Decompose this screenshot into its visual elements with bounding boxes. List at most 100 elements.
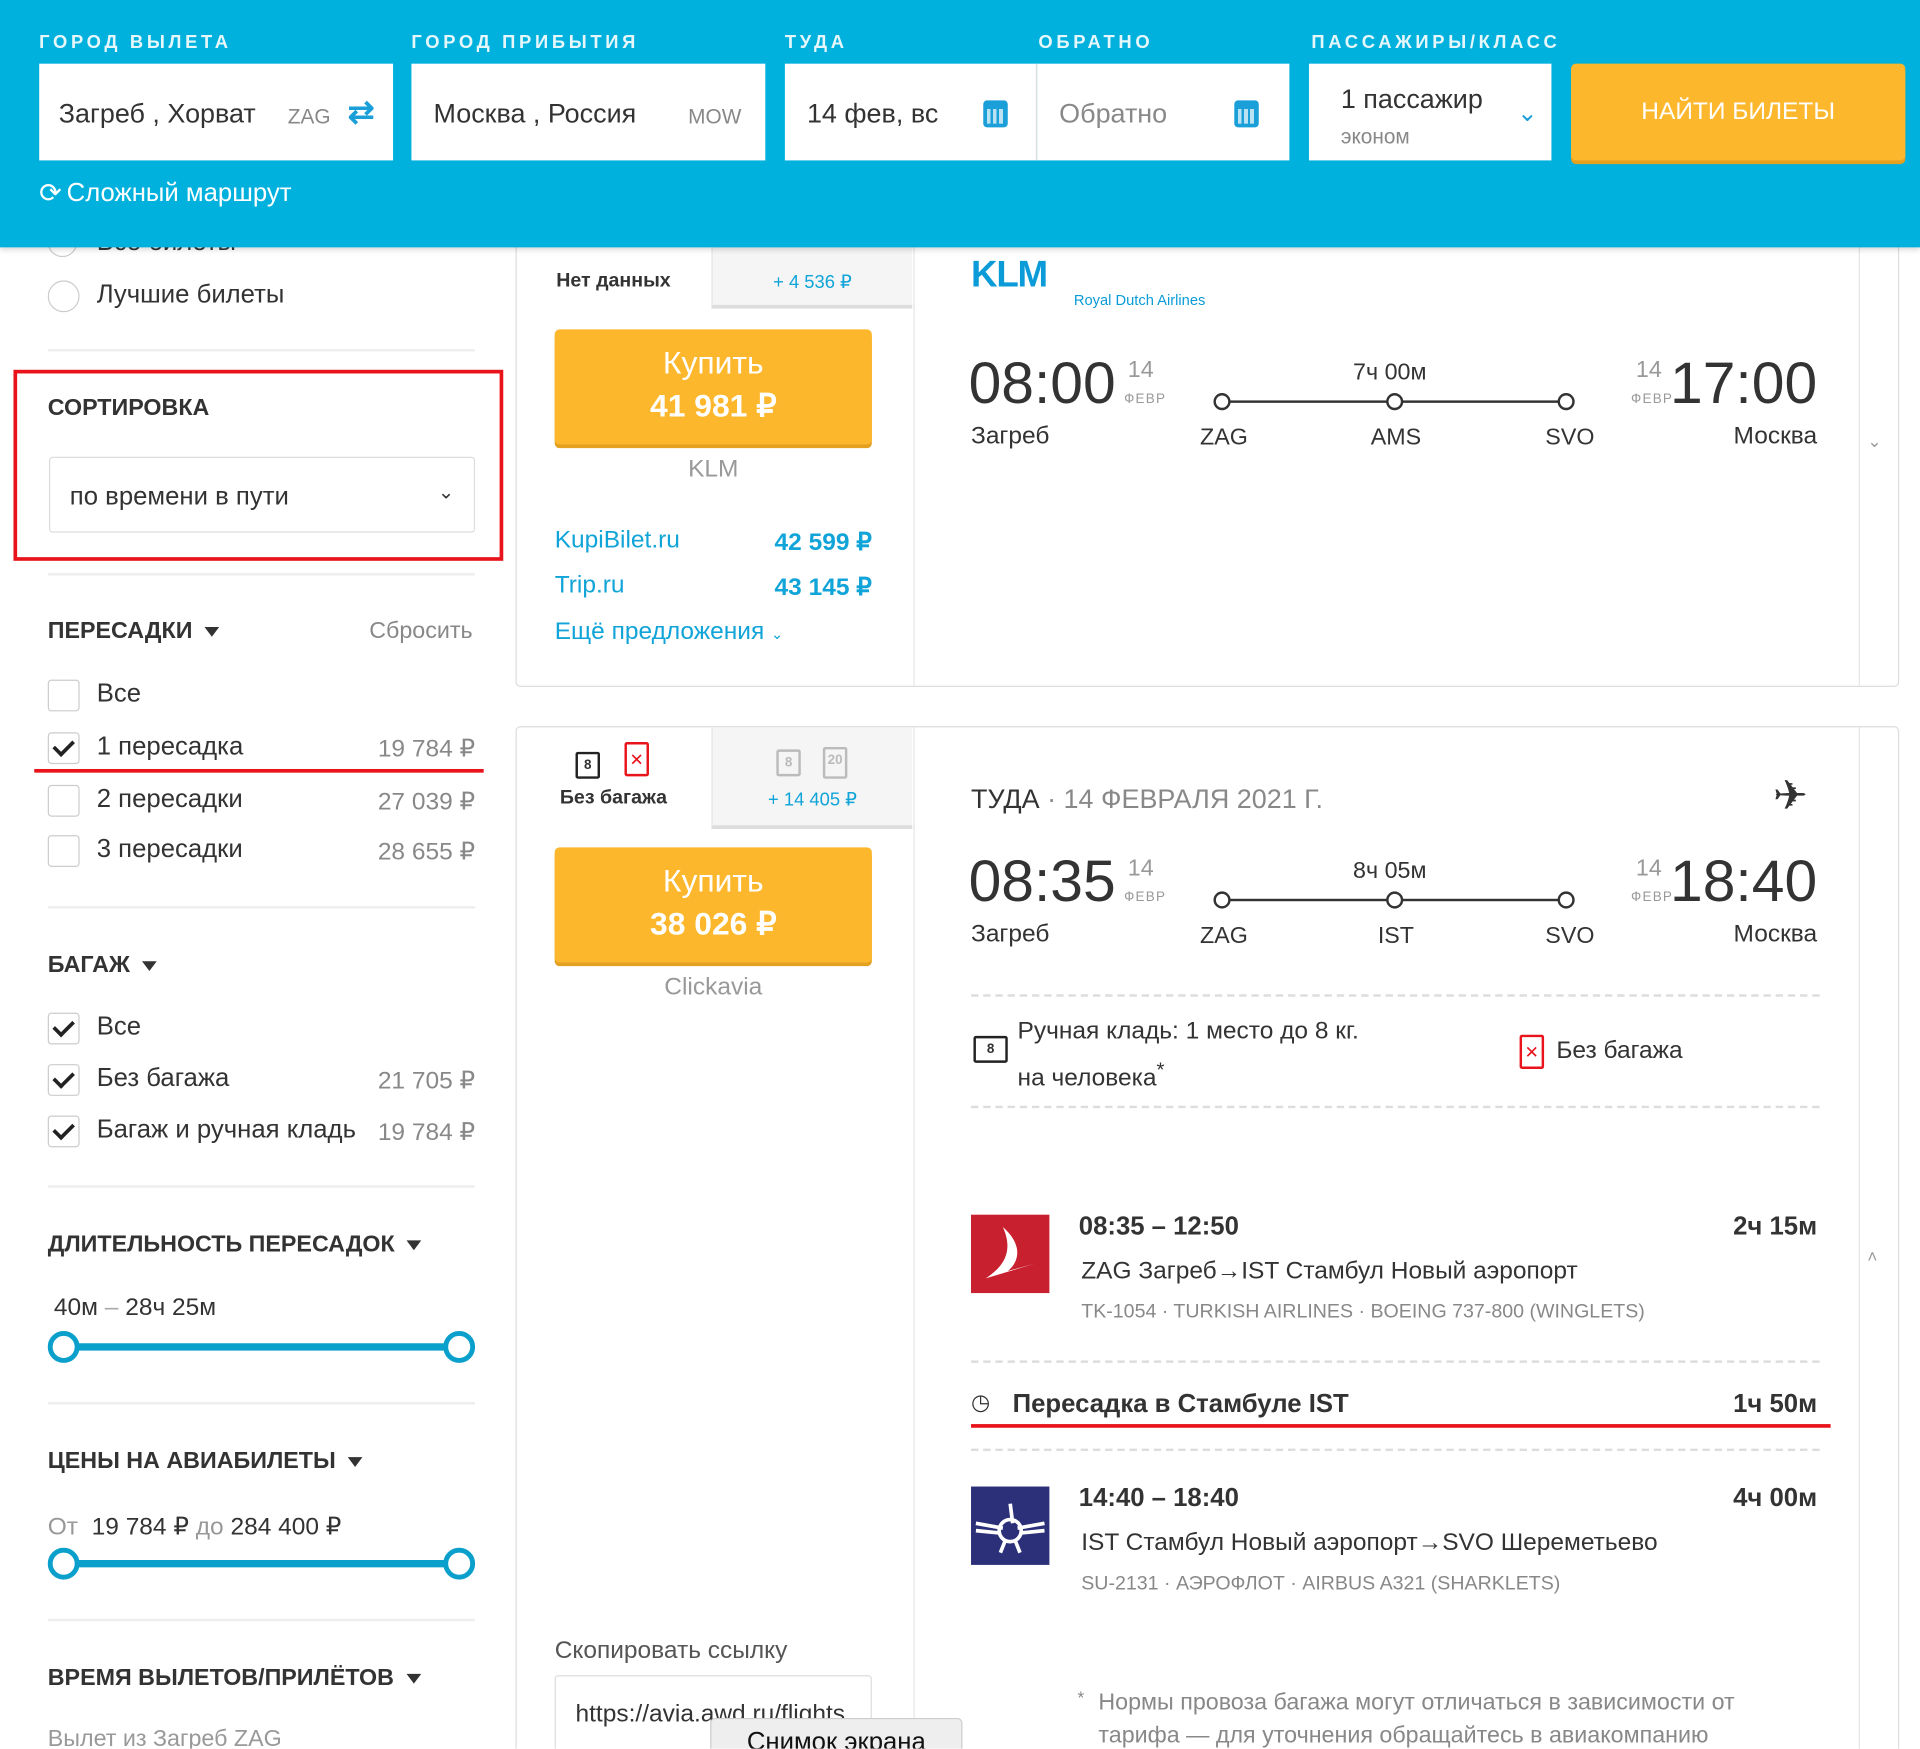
- stops-title[interactable]: ПЕРЕСАДКИ: [48, 618, 220, 645]
- no-baggage-icon: ✕: [1519, 1034, 1545, 1069]
- price-from: 19 784 ₽: [91, 1513, 189, 1541]
- complex-route-link[interactable]: ⟳ Сложный маршрут: [39, 178, 291, 210]
- departure-city: Загреб: [971, 422, 1050, 450]
- divider: [1858, 727, 1861, 1749]
- from-label: ГОРОД ВЫЛЕТА: [39, 31, 232, 53]
- slider-handle-min[interactable]: [47, 1331, 80, 1363]
- divider: [971, 1448, 1820, 1452]
- depart-date-field[interactable]: 14 фев, вс: [784, 63, 1038, 161]
- slider-handle-min[interactable]: [47, 1547, 80, 1580]
- depart-label: ТУДА: [784, 31, 848, 53]
- times-title[interactable]: ВРЕМЯ ВЫЛЕТОВ/ПРИЛЁТОВ: [48, 1665, 421, 1692]
- departure-month: ФЕВР: [1124, 391, 1167, 407]
- class-value: эконом: [1340, 124, 1410, 149]
- layover-slider[interactable]: [47, 1331, 476, 1363]
- departure-time: 08:00: [968, 351, 1116, 417]
- route-icon: ⟳: [39, 177, 62, 209]
- price-slider[interactable]: [47, 1547, 476, 1580]
- departure-month: ФЕВР: [1124, 890, 1167, 905]
- swap-icon[interactable]: ⇄: [347, 93, 375, 130]
- from-value: Загреб , Хорват: [58, 97, 256, 129]
- buy-label: Купить: [662, 344, 764, 381]
- offer-agency[interactable]: KupiBilet.ru: [554, 526, 680, 554]
- arrival-time: 17:00: [1670, 351, 1818, 417]
- checkbox[interactable]: [47, 835, 80, 867]
- prices-title[interactable]: ЦЕНЫ НА АВИАБИЛЕТЫ: [48, 1449, 363, 1476]
- baggage-icon: 20: [822, 746, 848, 779]
- departure-day: 14: [1127, 855, 1154, 882]
- segment-times: 14:40 – 18:40: [1078, 1484, 1239, 1513]
- copy-link-label: Скопировать ссылку: [554, 1637, 788, 1665]
- divider: [47, 348, 476, 352]
- price-from-label: От: [47, 1513, 79, 1541]
- direction-heading: ТУДА · 14 ФЕВРАЛЯ 2021 Г.: [971, 784, 1323, 816]
- airplane-icon: ✈: [1773, 772, 1808, 820]
- seller-name: Clickavia: [664, 973, 763, 1001]
- complex-route-label: Сложный маршрут: [66, 178, 292, 207]
- aeroflot-logo: [971, 1486, 1050, 1565]
- expand-chevron-icon[interactable]: ⌄: [1867, 431, 1882, 451]
- asterisk: *: [1156, 1057, 1165, 1082]
- offer-price[interactable]: 43 145 ₽: [774, 574, 872, 602]
- stop-dot: [1213, 891, 1231, 909]
- return-date-field[interactable]: Обратно: [1037, 63, 1290, 161]
- buy-button[interactable]: Купить 38 026 ₽: [554, 847, 872, 963]
- segment-route: ZAG Загреб→IST Стамбул Новый аэропорт: [1081, 1257, 1578, 1285]
- hand-luggage-text: Ручная кладь: 1 место до 8 кг.: [1017, 1017, 1359, 1045]
- route-line: [1213, 891, 1575, 909]
- filter-price: 21 705 ₽: [377, 1067, 476, 1095]
- tab-no-data[interactable]: Нет данных: [556, 270, 671, 292]
- divider: [971, 994, 1820, 997]
- sort-highlight: [13, 369, 504, 561]
- from-field[interactable]: Загреб , Хорват ZAG ⇄: [39, 63, 394, 161]
- buy-button[interactable]: Купить 41 981 ₽: [554, 329, 872, 445]
- calendar-icon[interactable]: [1234, 100, 1259, 128]
- offer-price[interactable]: 42 599 ₽: [774, 528, 872, 556]
- divider: [47, 906, 476, 909]
- prices-title-text: ЦЕНЫ НА АВИАБИЛЕТЫ: [47, 1448, 336, 1475]
- buy-price: 41 981 ₽: [650, 386, 777, 424]
- offer-agency[interactable]: Trip.ru: [554, 571, 625, 599]
- stops-reset-link[interactable]: Сбросить: [369, 618, 473, 645]
- to-field[interactable]: Москва , Россия MOW: [411, 63, 766, 161]
- calendar-icon[interactable]: [983, 100, 1008, 128]
- checkbox[interactable]: [47, 679, 80, 712]
- more-offers-link[interactable]: Ещё предложения ⌄: [555, 618, 784, 646]
- baggage-title[interactable]: БАГАЖ: [48, 953, 157, 980]
- to-value: Москва , Россия: [433, 97, 637, 129]
- route-line: [1213, 393, 1575, 411]
- stop-dot: [1386, 891, 1404, 909]
- passengers-class-select[interactable]: 1 пассажир эконом ⌄: [1308, 63, 1552, 161]
- tab-extra-price: + 4 536 ₽: [773, 271, 852, 293]
- collapse-chevron-icon[interactable]: ˄: [1867, 1246, 1878, 1267]
- checkbox[interactable]: [47, 732, 80, 765]
- layover-text: Пересадка в Стамбуле IST: [1012, 1389, 1349, 1418]
- airport-code: ZAG: [1200, 923, 1248, 949]
- slider-handle-max[interactable]: [443, 1331, 476, 1363]
- checkbox[interactable]: [47, 1012, 80, 1045]
- divider: [47, 573, 476, 576]
- more-offers-label: Ещё предложения: [554, 618, 765, 646]
- tab-no-baggage[interactable]: Без багажа: [559, 787, 668, 809]
- radio-best-tickets[interactable]: [47, 280, 80, 313]
- search-button[interactable]: НАЙТИ БИЛЕТЫ: [1571, 63, 1906, 161]
- sort-select[interactable]: по времени в пути ⌄: [48, 456, 476, 533]
- checkbox-label: Багаж и ручная кладь: [96, 1115, 356, 1144]
- hand-luggage-icon: 8: [776, 749, 801, 777]
- airport-code: AMS: [1370, 424, 1422, 451]
- layover-title[interactable]: ДЛИТЕЛЬНОСТЬ ПЕРЕСАДОК: [48, 1232, 422, 1259]
- buy-label: Купить: [662, 862, 764, 899]
- airport-code: SVO: [1545, 424, 1595, 451]
- caret-down-icon: [204, 626, 220, 637]
- airport-code: SVO: [1545, 923, 1595, 949]
- checkbox[interactable]: [47, 1064, 80, 1096]
- checkbox[interactable]: [47, 784, 80, 817]
- divider: [47, 1185, 476, 1188]
- passengers-value: 1 пассажир: [1340, 83, 1483, 114]
- slider-handle-max[interactable]: [443, 1547, 476, 1580]
- times-departure-label: Вылет из Загреб ZAG: [47, 1726, 282, 1749]
- highlight-underline: [971, 1424, 1831, 1428]
- checkbox[interactable]: [47, 1115, 80, 1148]
- tab-with-baggage[interactable]: 8 20 + 14 405 ₽: [711, 727, 913, 829]
- from-code: ZAG: [287, 105, 331, 129]
